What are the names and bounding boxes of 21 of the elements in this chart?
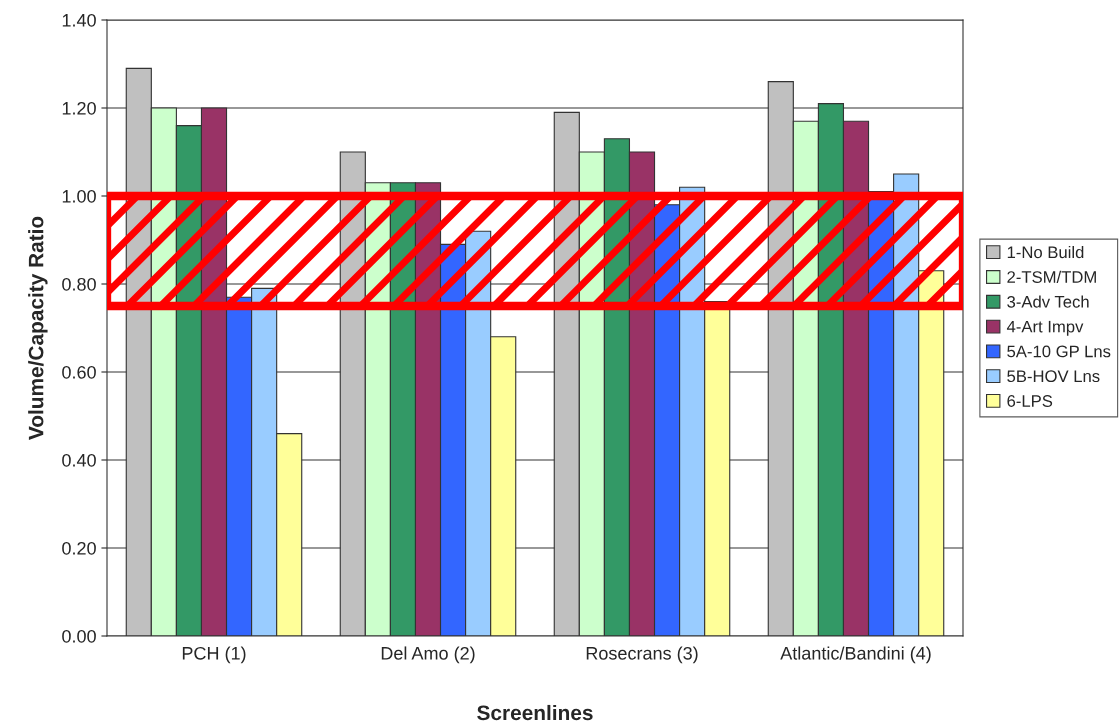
- y-axis-title: Volume/Capacity Ratio: [28, 216, 48, 440]
- y-tick-label: 0.20: [62, 541, 96, 555]
- y-tick-label: 1.20: [62, 101, 96, 115]
- y-tick-label: 1.40: [62, 13, 96, 27]
- y-tick-label: 1.00: [62, 189, 96, 203]
- legend-label: 1-No Build: [1007, 245, 1084, 259]
- y-tick-label: 0.00: [62, 629, 96, 643]
- legend-label: 3-Adv Tech: [1007, 295, 1089, 308]
- y-tick-label: 0.80: [62, 277, 96, 291]
- legend-label: 5B-HOV Lns: [1007, 370, 1100, 383]
- x-tick-label: Rosecrans (3): [586, 646, 698, 664]
- y-tick-label: 0.40: [62, 453, 96, 467]
- x-tick-label: Del Amo (2): [381, 646, 475, 664]
- y-tick-label: 0.60: [62, 365, 96, 379]
- legend-label: 4-Art Impv: [1006, 320, 1084, 336]
- legend-label: 6-LPS: [1007, 395, 1053, 407]
- legend-label: 2-TSM/TDM: [1007, 270, 1096, 283]
- x-axis-title: Screenlines: [477, 704, 593, 721]
- x-tick-label: Atlantic/Bandini (4): [780, 646, 931, 664]
- x-tick-label: PCH (1): [182, 646, 246, 664]
- legend-label: 5A-10 GP Lns: [1007, 345, 1111, 358]
